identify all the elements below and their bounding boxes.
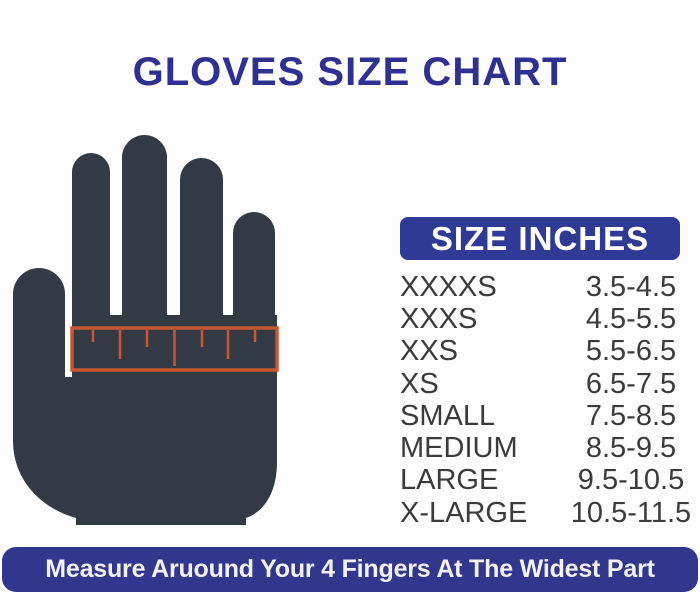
page-title: GLOVES SIZE CHART (132, 50, 568, 94)
table-row: MEDIUM 8.5-9.5 (400, 432, 695, 464)
inches-value: 3.5-4.5 (585, 270, 677, 303)
inches-value: 6.5-7.5 (585, 367, 677, 400)
inches-value: 10.5-11.5 (570, 496, 692, 529)
table-row: XXS 5.5-6.5 (400, 335, 695, 368)
hand-measure-illustration (0, 110, 340, 550)
table-row: XS 6.5-7.5 (400, 368, 695, 400)
size-table-rows: XXXXS 3.5-4.5 XXXS 4.5-5.5 XXS 5.5-6.5 X… (400, 271, 695, 529)
size-label: XS (400, 367, 439, 400)
hand-silhouette-icon (13, 135, 277, 525)
size-label: MEDIUM (400, 432, 518, 465)
size-label: X-LARGE (400, 496, 528, 529)
size-table: SIZE INCHES XXXXS 3.5-4.5 XXXS 4.5-5.5 X… (400, 217, 695, 529)
measure-band-icon (70, 326, 279, 372)
size-label: LARGE (400, 464, 499, 497)
size-label: XXS (400, 335, 459, 368)
table-row: X-LARGE 10.5-11.5 (400, 497, 695, 529)
table-row: SMALL 7.5-8.5 (400, 400, 695, 432)
inches-value: 4.5-5.5 (585, 302, 677, 335)
footer-note-text: Measure Aruound Your 4 Fingers At The Wi… (45, 555, 655, 583)
size-label: XXXXS (400, 270, 497, 303)
table-row: XXXS 4.5-5.5 (400, 303, 695, 335)
inches-value: 5.5-6.5 (585, 335, 677, 368)
size-label: SMALL (400, 399, 496, 432)
size-label: XXXS (400, 302, 478, 335)
size-table-header: SIZE INCHES (400, 217, 680, 260)
footer-note-banner: Measure Aruound Your 4 Fingers At The Wi… (2, 547, 698, 592)
inches-value: 8.5-9.5 (585, 432, 677, 465)
inches-value: 9.5-10.5 (577, 464, 685, 497)
inches-value: 7.5-8.5 (585, 399, 677, 432)
table-row: LARGE 9.5-10.5 (400, 464, 695, 497)
table-row: XXXXS 3.5-4.5 (400, 271, 695, 303)
